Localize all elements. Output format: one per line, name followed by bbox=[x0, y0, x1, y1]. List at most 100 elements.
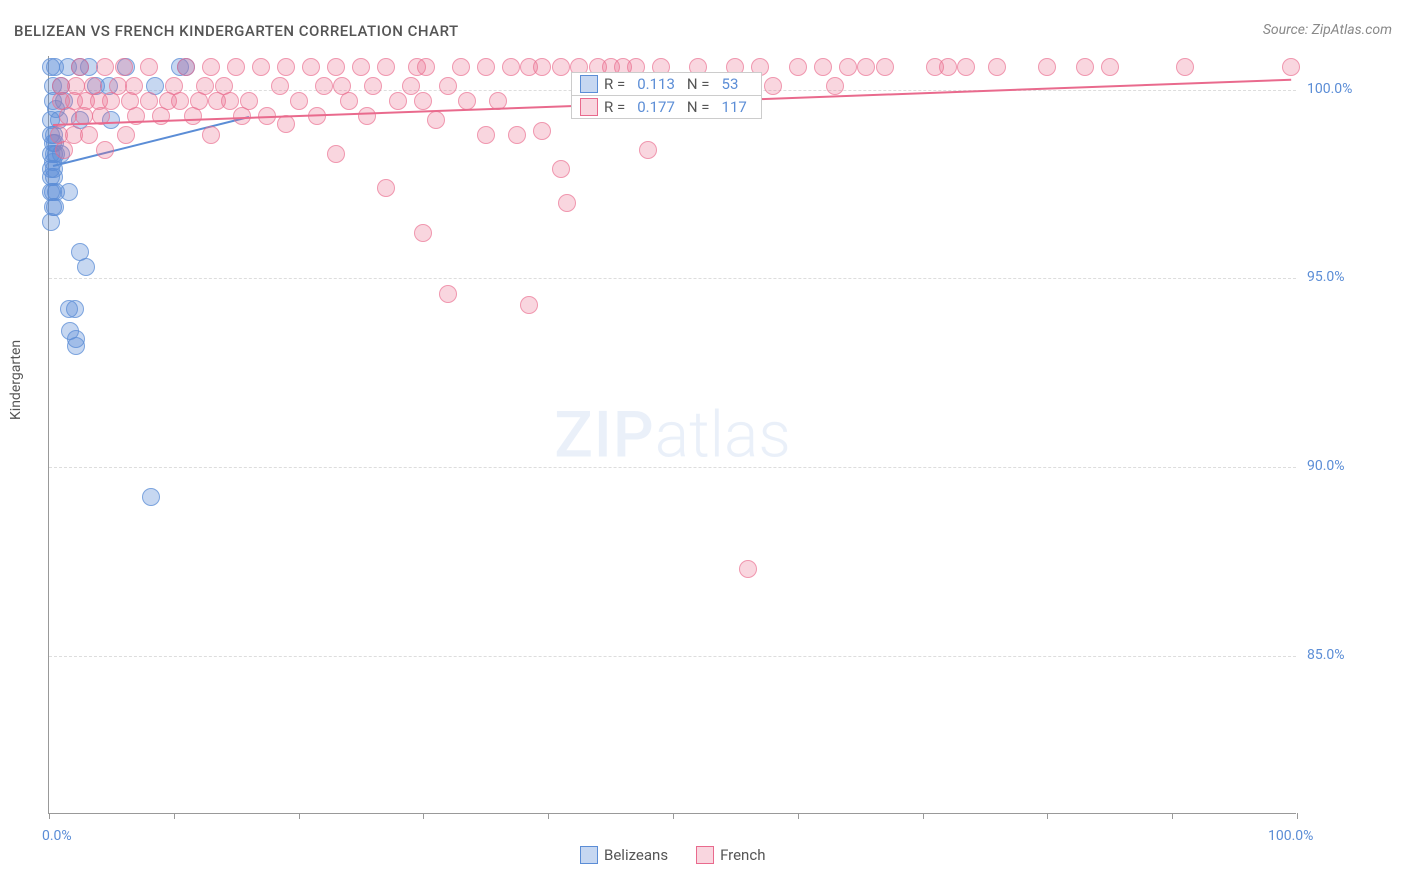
data-point bbox=[142, 488, 160, 506]
data-point bbox=[315, 77, 333, 95]
data-point bbox=[876, 58, 894, 76]
data-point bbox=[221, 92, 239, 110]
source-attribution: Source: ZipAtlas.com bbox=[1263, 22, 1392, 38]
data-point bbox=[171, 92, 189, 110]
data-point bbox=[71, 58, 89, 76]
stats-n-value: 117 bbox=[716, 98, 753, 116]
data-point bbox=[502, 58, 520, 76]
data-point bbox=[533, 58, 551, 76]
data-point bbox=[117, 126, 135, 144]
plot-area: ZIPatlas 85.0%90.0%95.0%100.0% bbox=[48, 56, 1296, 814]
stats-row: R = 0.177 N = 117 bbox=[572, 95, 761, 118]
data-point bbox=[1101, 58, 1119, 76]
data-point bbox=[377, 58, 395, 76]
data-point bbox=[55, 141, 73, 159]
data-point bbox=[764, 77, 782, 95]
gridline bbox=[49, 278, 1296, 279]
data-point bbox=[115, 58, 133, 76]
data-point bbox=[414, 92, 432, 110]
y-axis-label: Kindergarten bbox=[8, 340, 24, 420]
x-tick bbox=[423, 813, 424, 819]
stats-r-value: 0.177 bbox=[631, 98, 681, 116]
data-point bbox=[639, 141, 657, 159]
stats-swatch bbox=[580, 75, 598, 93]
data-point bbox=[1076, 58, 1094, 76]
data-point bbox=[327, 58, 345, 76]
stats-r-label: R = bbox=[604, 75, 625, 93]
data-point bbox=[533, 122, 551, 140]
chart-title: BELIZEAN VS FRENCH KINDERGARTEN CORRELAT… bbox=[14, 22, 459, 40]
data-point bbox=[839, 58, 857, 76]
data-point bbox=[939, 58, 957, 76]
data-point bbox=[417, 58, 435, 76]
data-point bbox=[364, 77, 382, 95]
legend-label: Belizeans bbox=[604, 846, 668, 864]
data-point bbox=[558, 194, 576, 212]
data-point bbox=[1282, 58, 1300, 76]
data-point bbox=[789, 58, 807, 76]
data-point bbox=[60, 183, 78, 201]
data-point bbox=[520, 296, 538, 314]
data-point bbox=[42, 213, 60, 231]
data-point bbox=[340, 92, 358, 110]
data-point bbox=[957, 58, 975, 76]
data-point bbox=[377, 179, 395, 197]
stats-box: R =0.113N =53R =0.177N =117 bbox=[571, 72, 762, 119]
x-tick bbox=[673, 813, 674, 819]
data-point bbox=[452, 58, 470, 76]
data-point bbox=[252, 58, 270, 76]
data-point bbox=[414, 224, 432, 242]
data-point bbox=[1176, 58, 1194, 76]
data-point bbox=[327, 145, 345, 163]
data-point bbox=[477, 126, 495, 144]
data-point bbox=[358, 107, 376, 125]
data-point bbox=[458, 92, 476, 110]
stats-n-label: N = bbox=[687, 98, 710, 116]
x-tick bbox=[548, 813, 549, 819]
x-tick bbox=[299, 813, 300, 819]
legend-swatch bbox=[696, 846, 714, 864]
data-point bbox=[140, 92, 158, 110]
x-tick-label: 0.0% bbox=[42, 828, 72, 844]
y-tick-label: 85.0% bbox=[1307, 647, 1345, 663]
legend-item: French bbox=[696, 846, 765, 864]
legend-swatch bbox=[580, 846, 598, 864]
data-point bbox=[184, 107, 202, 125]
data-point bbox=[96, 141, 114, 159]
watermark: ZIPatlas bbox=[554, 397, 791, 472]
data-point bbox=[271, 77, 289, 95]
data-point bbox=[988, 58, 1006, 76]
chart-container: BELIZEAN VS FRENCH KINDERGARTEN CORRELAT… bbox=[0, 0, 1406, 892]
x-tick bbox=[1047, 813, 1048, 819]
data-point bbox=[427, 111, 445, 129]
x-tick bbox=[49, 813, 50, 819]
data-point bbox=[277, 58, 295, 76]
watermark-part2: atlas bbox=[655, 397, 791, 472]
stats-r-label: R = bbox=[604, 98, 625, 116]
watermark-part1: ZIP bbox=[554, 397, 655, 472]
data-point bbox=[80, 126, 98, 144]
data-point bbox=[152, 107, 170, 125]
stats-swatch bbox=[580, 98, 598, 116]
data-point bbox=[826, 77, 844, 95]
gridline bbox=[49, 467, 1296, 468]
gridline bbox=[49, 656, 1296, 657]
data-point bbox=[352, 58, 370, 76]
y-tick-label: 95.0% bbox=[1307, 269, 1345, 285]
stats-r-value: 0.113 bbox=[631, 75, 681, 93]
x-tick bbox=[1297, 813, 1298, 819]
legend-label: French bbox=[720, 846, 765, 864]
data-point bbox=[290, 92, 308, 110]
data-point bbox=[227, 58, 245, 76]
x-tick bbox=[174, 813, 175, 819]
data-point bbox=[177, 58, 195, 76]
data-point bbox=[302, 58, 320, 76]
data-point bbox=[439, 285, 457, 303]
data-point bbox=[66, 300, 84, 318]
data-point bbox=[402, 77, 420, 95]
x-tick-label: 100.0% bbox=[1268, 828, 1313, 844]
legend-item: Belizeans bbox=[580, 846, 668, 864]
legend: Belizeans French bbox=[580, 846, 765, 864]
stats-n-label: N = bbox=[687, 75, 710, 93]
data-point bbox=[67, 337, 85, 355]
